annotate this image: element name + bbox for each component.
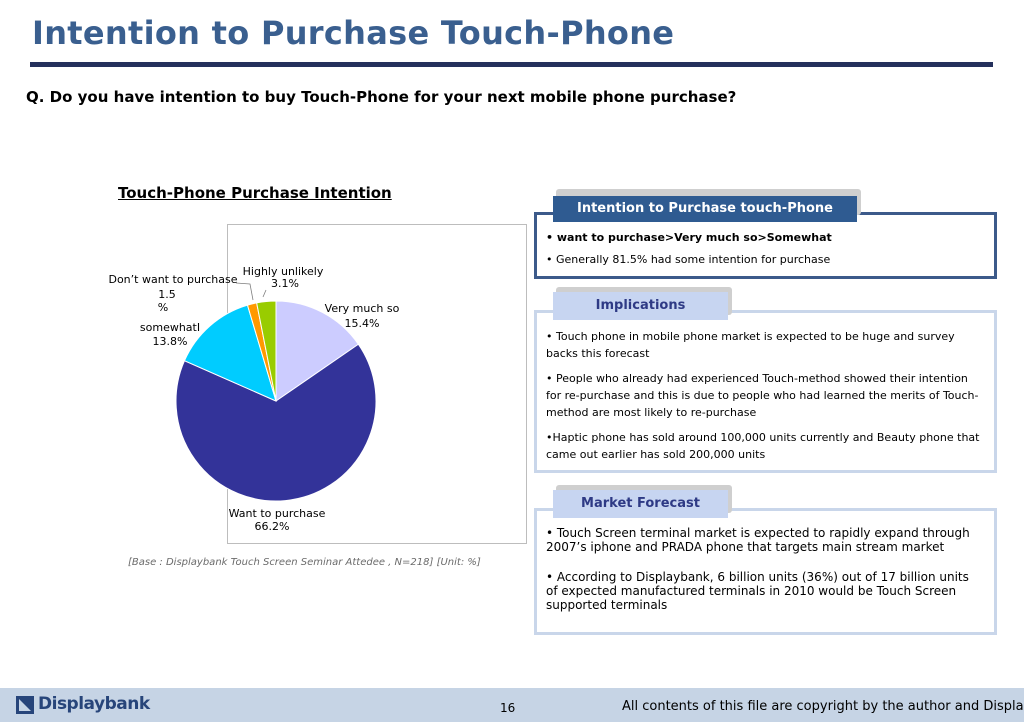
implications-bullet-1-line: backs this forecast [546,347,650,360]
forecast-bullet-1-line: • Touch Screen terminal market is expect… [546,526,970,540]
forecast-bullet-1-line: 2007’s iphone and PRADA phone that targe… [546,540,945,554]
slice-value-somewhat: 13.8% [153,335,188,348]
slice-value-very-much-so: 15.4% [345,317,380,330]
chart-base-note: [Base : Displaybank Touch Screen Seminar… [128,557,481,568]
implications-bullet-2-line: • People who already had experienced Tou… [546,372,968,385]
page-number: 16 [500,701,516,715]
forecast-bullet-1: • Touch Screen terminal market is expect… [546,526,970,554]
intention-panel-header: Intention to Purchase touch-Phone [553,196,857,222]
page-title: Intention to Purchase Touch-Phone [32,14,675,52]
slice-label-dont-want: Don’t want to purchase [108,273,237,286]
slice-value-want-to-purchase: 66.2% [255,520,290,533]
implications-panel-header: Implications [553,292,728,320]
leader-line-highly-unlikely [262,289,267,298]
slice-highly-unlikely [256,300,277,402]
copyright-notice: All contents of this file are copyright … [622,699,1024,714]
survey-question: Q. Do you have intention to buy Touch-Ph… [26,88,737,106]
implications-bullet-2-line: method are most likely to re-purchase [546,406,757,419]
forecast-bullet-2-line: supported terminals [546,598,668,612]
slice-somewhat [183,304,277,402]
slice-label-want-to-purchase: Want to purchase [229,507,326,520]
footer-bar [0,688,1024,722]
forecast-bullet-2: • According to Displaybank, 6 billion un… [546,570,969,612]
slice-label-somewhat: somewhatI [140,321,200,334]
chart-title: Touch-Phone Purchase Intention [118,184,392,202]
slice-label-very-much-so: Very much so [325,302,400,315]
implications-bullet-1: • Touch phone in mobile phone market is … [546,328,955,362]
implications-bullet-3: •Haptic phone has sold around 100,000 un… [546,429,980,463]
forecast-panel-header: Market Forecast [553,490,728,518]
title-divider [30,62,993,67]
forecast-bullet-2-line: of expected manufactured terminals in 20… [546,584,957,598]
implications-bullet-2: • People who already had experienced Tou… [546,370,979,421]
footer-logo-text: Displaybank [38,694,150,714]
implications-bullet-3-line: came out earlier has sold 200,000 units [546,448,766,461]
displaybank-logo-icon [16,696,34,714]
intention-bullet: • Generally 81.5% had some intention for… [546,253,831,266]
implications-panel [534,310,997,473]
implications-bullet-1-line: • Touch phone in mobile phone market is … [546,330,955,343]
slice-label-highly-unlikely: Highly unlikely [243,265,324,278]
intention-bullet: • want to purchase>Very much so>Somewhat [546,231,832,244]
slice-very-much-so [275,300,360,402]
forecast-panel [534,508,997,635]
slice-value-highly-unlikely: 3.1% [271,277,299,290]
slice-value-dont-want-unit: % [158,301,168,314]
implications-bullet-3-line: •Haptic phone has sold around 100,000 un… [546,431,980,444]
implications-bullet-2-line: for re-purchase and this is due to peopl… [546,389,979,402]
slice-want-to-purchase [175,343,377,502]
leader-line-dont-want [235,282,254,301]
slice-value-dont-want-number: 1.5 [158,288,176,301]
forecast-bullet-2-line: • According to Displaybank, 6 billion un… [546,570,969,584]
